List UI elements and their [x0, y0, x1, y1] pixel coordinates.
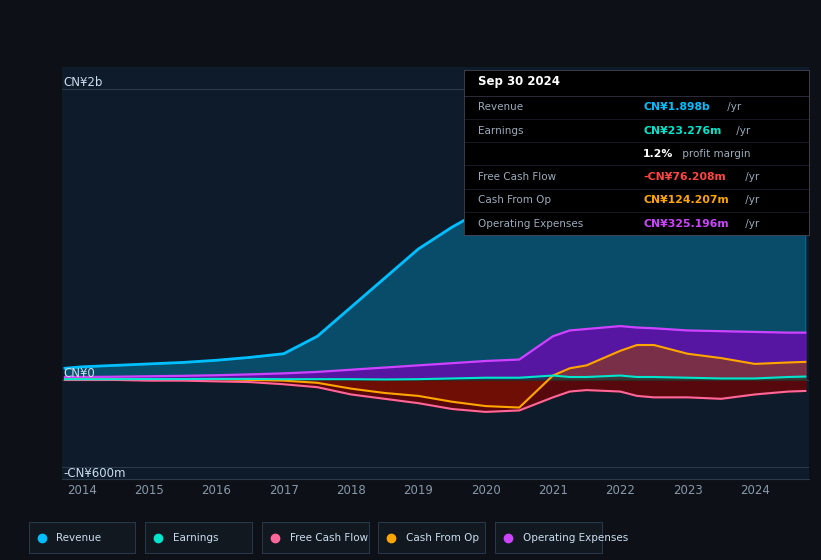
Text: -CN¥76.208m: -CN¥76.208m: [643, 172, 726, 182]
Text: -CN¥600m: -CN¥600m: [63, 467, 126, 480]
Text: Cash From Op: Cash From Op: [478, 195, 551, 206]
Text: Operating Expenses: Operating Expenses: [478, 218, 583, 228]
Text: Earnings: Earnings: [478, 125, 523, 136]
Text: Free Cash Flow: Free Cash Flow: [290, 533, 368, 543]
Text: 1.2%: 1.2%: [643, 149, 673, 159]
Text: CN¥1.898b: CN¥1.898b: [643, 102, 710, 112]
Text: Cash From Op: Cash From Op: [406, 533, 479, 543]
Text: Free Cash Flow: Free Cash Flow: [478, 172, 556, 182]
Text: profit margin: profit margin: [679, 149, 750, 159]
Text: Operating Expenses: Operating Expenses: [523, 533, 628, 543]
Text: Earnings: Earnings: [173, 533, 218, 543]
Text: CN¥124.207m: CN¥124.207m: [643, 195, 729, 206]
Text: Revenue: Revenue: [478, 102, 523, 112]
Text: CN¥2b: CN¥2b: [63, 76, 103, 89]
Text: /yr: /yr: [742, 195, 759, 206]
Text: /yr: /yr: [742, 218, 759, 228]
Text: Revenue: Revenue: [57, 533, 102, 543]
Text: /yr: /yr: [742, 172, 759, 182]
Text: /yr: /yr: [724, 102, 741, 112]
Text: CN¥325.196m: CN¥325.196m: [643, 218, 729, 228]
Text: /yr: /yr: [733, 125, 750, 136]
Text: CN¥0: CN¥0: [63, 367, 95, 380]
Text: Sep 30 2024: Sep 30 2024: [478, 75, 560, 88]
Text: CN¥23.276m: CN¥23.276m: [643, 125, 722, 136]
